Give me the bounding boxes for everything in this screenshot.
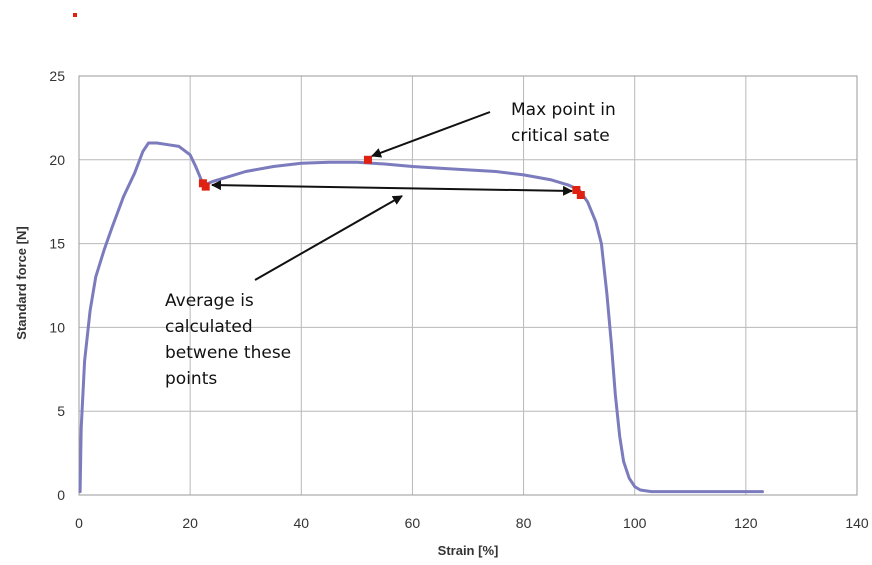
- average-annotation-line: points: [165, 369, 217, 389]
- y-tick-label: 20: [49, 152, 65, 168]
- y-tick-label: 10: [49, 319, 65, 335]
- y-tick-label: 15: [49, 236, 65, 252]
- x-tick-label: 60: [405, 515, 421, 531]
- x-tick-label: 100: [623, 515, 647, 531]
- data-marker: [572, 185, 581, 194]
- x-tick-label: 80: [516, 515, 532, 531]
- data-markers: [198, 155, 585, 199]
- data-marker: [363, 155, 372, 164]
- x-tick-label: 0: [75, 515, 83, 531]
- y-tick-label: 0: [57, 487, 65, 503]
- max-point-annotation-line: Max point in: [511, 100, 616, 120]
- stray-red-dot: [73, 13, 77, 17]
- y-tick-label: 25: [49, 68, 65, 84]
- average-annotation-line: calculated: [165, 317, 253, 337]
- average-pointer-arrow: [254, 195, 403, 281]
- average-annotation-line: betwene these: [165, 343, 291, 363]
- plot-area-frame: [78, 75, 858, 496]
- x-tick-label: 40: [293, 515, 309, 531]
- x-axis-label: Strain [%]: [438, 543, 499, 558]
- max-point-annotation: Max point in critical sate: [511, 100, 621, 146]
- data-marker: [576, 190, 585, 199]
- max-point-arrow: [371, 111, 491, 158]
- y-axis-label: Standard force [N]: [14, 226, 29, 339]
- average-range-arrow: [211, 180, 573, 196]
- x-tick-label: 120: [734, 515, 758, 531]
- average-annotation: Average is calculated betwene these poin…: [165, 291, 297, 389]
- max-point-annotation-line: critical sate: [511, 126, 610, 146]
- data-marker: [201, 182, 210, 191]
- y-tick-label: 5: [57, 403, 65, 419]
- x-tick-label: 20: [182, 515, 198, 531]
- x-tick-labels: 0 20 40 60 80 100 120 140: [75, 515, 869, 531]
- gridlines: [78, 75, 858, 496]
- x-tick-label: 140: [845, 515, 869, 531]
- y-tick-labels: 0 5 10 15 20 25: [49, 68, 65, 503]
- series-line: [78, 141, 764, 494]
- average-annotation-line: Average is: [165, 291, 254, 311]
